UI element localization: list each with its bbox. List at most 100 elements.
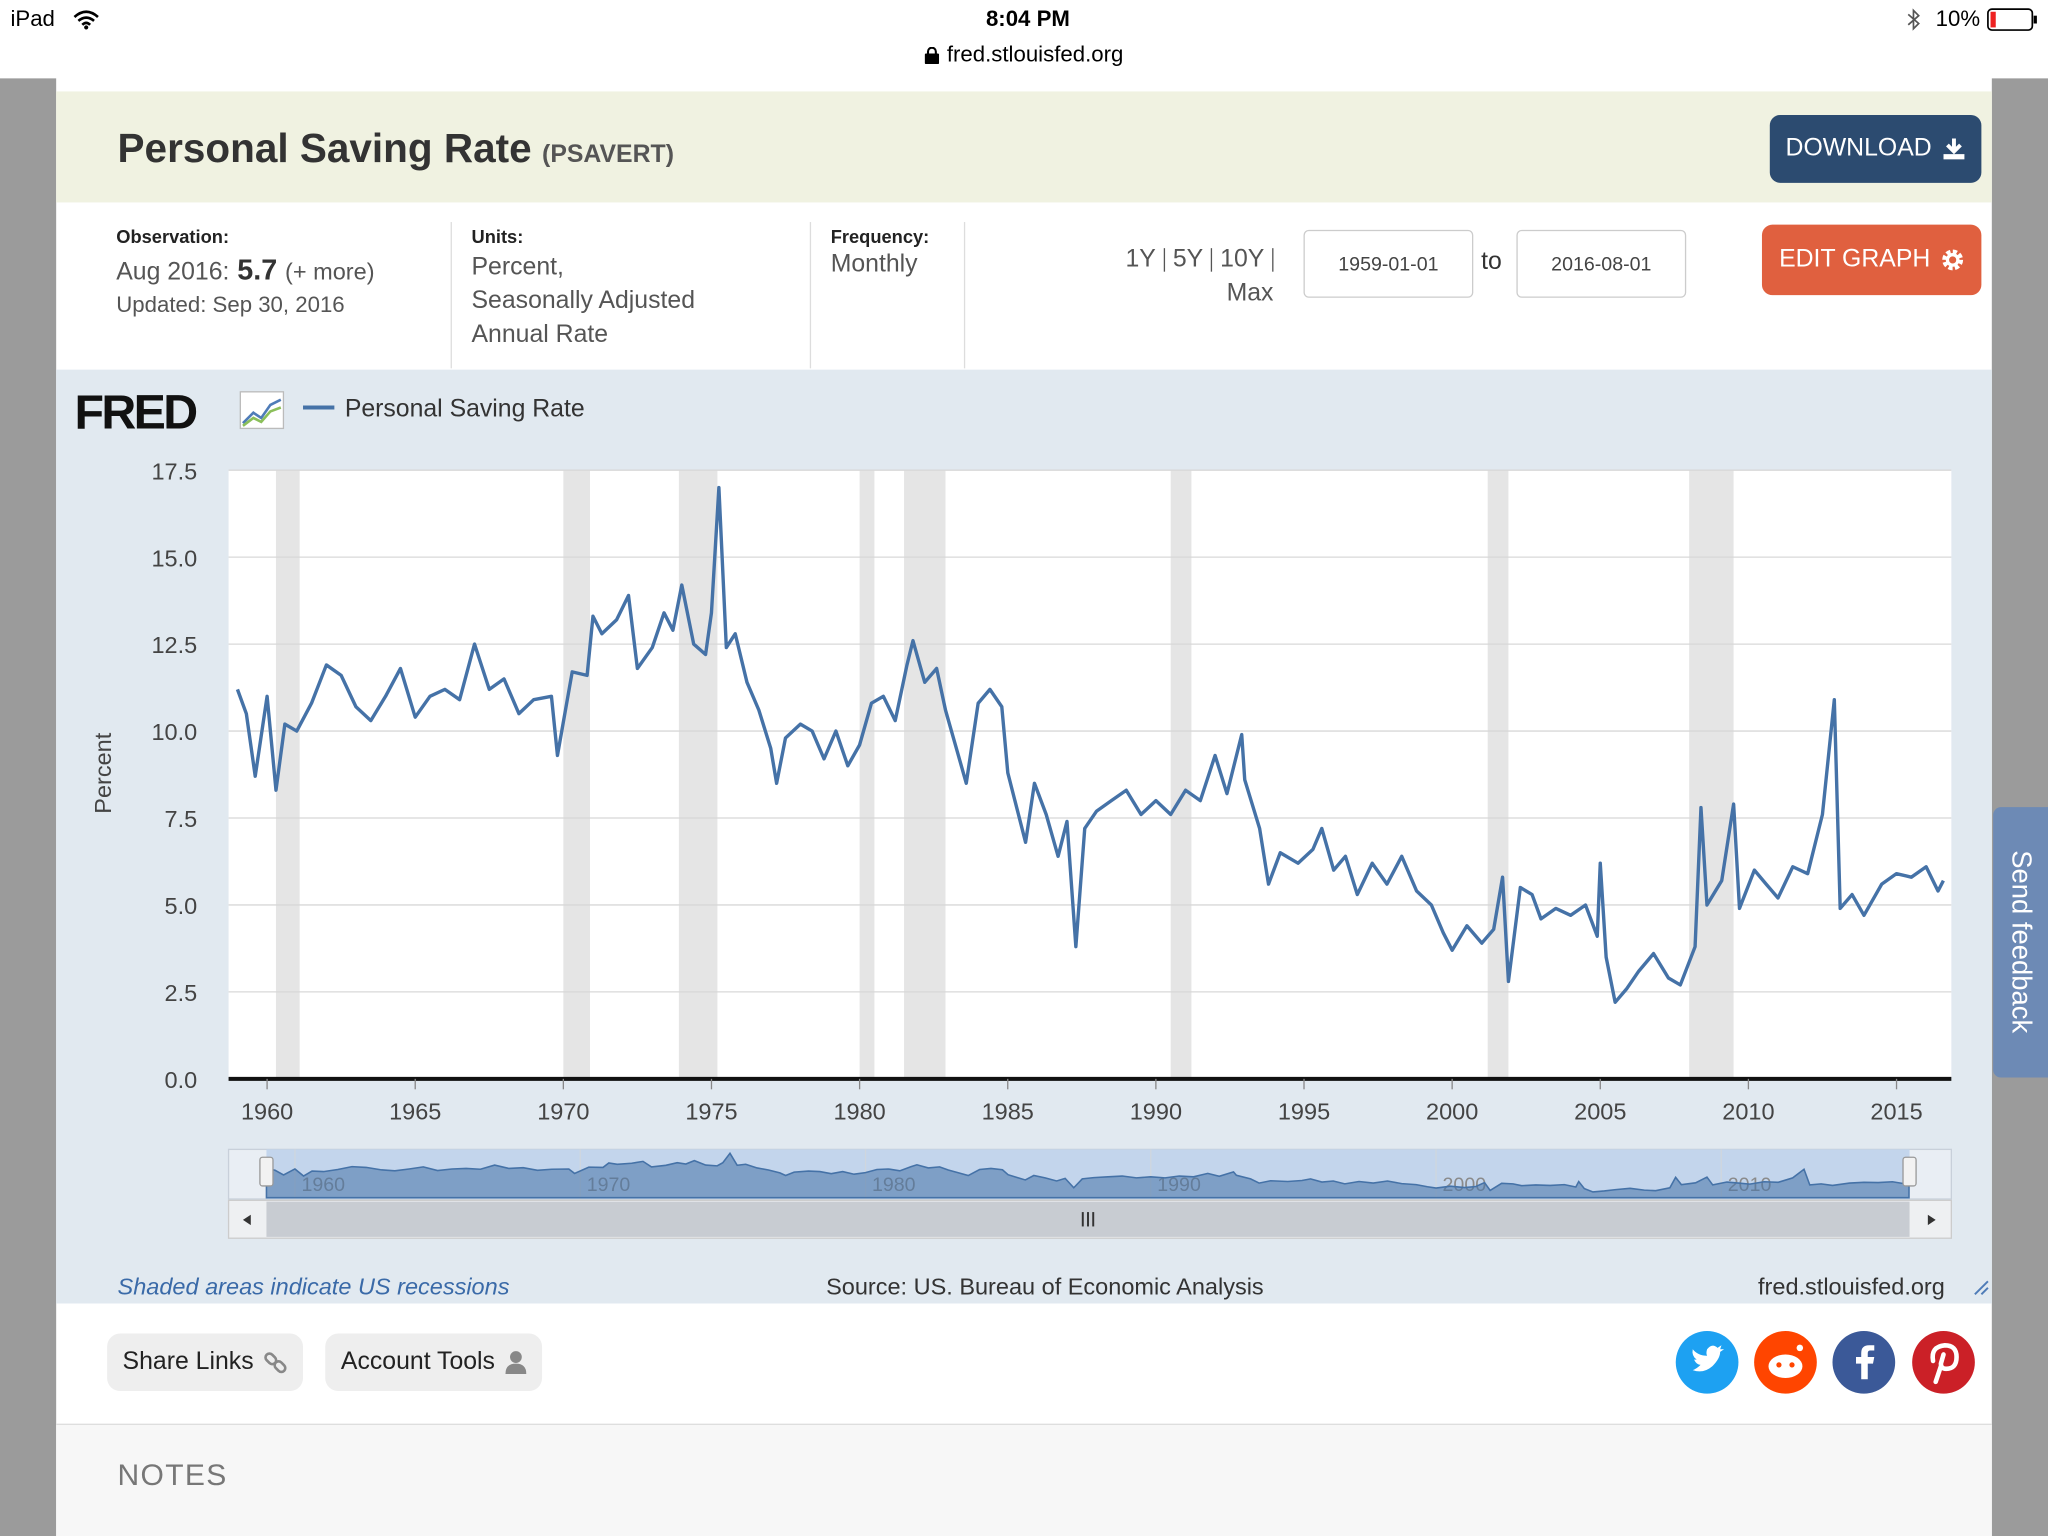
pinterest-icon xyxy=(1930,1343,1959,1385)
range-button[interactable]: 10Y xyxy=(1212,247,1274,272)
facebook-icon xyxy=(1855,1345,1875,1380)
range-selector: 1Y 5Y 10Y Max xyxy=(1064,243,1274,311)
recession-band xyxy=(1689,470,1734,1079)
battery-percent: 10% xyxy=(1935,6,1981,32)
x-tick-label: 1960 xyxy=(241,1098,293,1124)
y-tick-label: 15.0 xyxy=(151,545,197,571)
feedback-tab[interactable]: Send feedback xyxy=(1993,807,2048,1078)
x-tick-label: 1975 xyxy=(685,1098,737,1124)
x-tick-label: 1980 xyxy=(833,1098,885,1124)
title: Personal Saving Rate xyxy=(117,125,532,172)
units-label: Units: xyxy=(471,225,524,247)
recession-band xyxy=(904,470,946,1079)
user-icon xyxy=(505,1351,527,1375)
x-tick-label: 1995 xyxy=(1278,1098,1330,1124)
twitter-icon xyxy=(1692,1345,1725,1372)
x-tick-label: 1970 xyxy=(537,1098,589,1124)
recession-band xyxy=(275,470,300,1079)
plot-area xyxy=(228,470,1952,1079)
account-tools-label: Account Tools xyxy=(340,1347,495,1376)
reddit-antenna xyxy=(1796,1344,1804,1352)
wifi-icon xyxy=(73,10,99,30)
range-button[interactable]: Max xyxy=(1226,279,1274,307)
y-tick-label: 12.5 xyxy=(151,632,197,658)
recession-band xyxy=(1487,470,1509,1079)
link-icon xyxy=(264,1352,287,1374)
navigator-handle[interactable] xyxy=(1902,1156,1917,1187)
recession-band xyxy=(678,470,718,1079)
y-tick-label: 2.5 xyxy=(165,980,198,1006)
reddit-eye xyxy=(1776,1362,1782,1368)
observation: Aug 2016: 5.7 (+ more) xyxy=(116,253,374,287)
reddit-icon xyxy=(1768,1354,1803,1378)
gutter-left xyxy=(0,78,57,1536)
observation-period: Aug 2016: xyxy=(116,258,230,287)
logo-icon-line xyxy=(242,406,282,427)
observation-more[interactable]: (+ more) xyxy=(285,258,375,285)
reddit-eye xyxy=(1789,1362,1795,1368)
series-line xyxy=(235,485,1945,1005)
download-button[interactable]: DOWNLOAD xyxy=(1769,114,1982,183)
gear-icon xyxy=(1942,249,1963,271)
recession-band xyxy=(859,470,875,1079)
url-bar[interactable]: fred.stlouisfed.org xyxy=(828,42,1220,68)
resize-handle xyxy=(1974,1280,1989,1296)
time: 8:04 PM xyxy=(985,6,1070,32)
x-tick-label: 1985 xyxy=(982,1098,1034,1124)
range-button[interactable]: 5Y xyxy=(1165,247,1213,272)
scrollbar-arrow-right[interactable] xyxy=(1927,1214,1936,1226)
share-links-label: Share Links xyxy=(122,1347,254,1376)
x-tick-label: 2000 xyxy=(1426,1098,1478,1124)
date-to-label: to xyxy=(1481,248,1502,276)
y-tick-label: 7.5 xyxy=(165,806,198,832)
navigator-handle[interactable] xyxy=(259,1156,274,1187)
title-row: Personal Saving Rate (PSAVERT) xyxy=(118,125,674,172)
divider xyxy=(963,222,966,369)
share-links-button[interactable]: Share Links xyxy=(107,1333,304,1392)
device: iPad xyxy=(10,6,55,32)
account-tools-button[interactable]: Account Tools xyxy=(325,1333,543,1392)
download-icon xyxy=(1943,138,1965,160)
observation-label: Observation: xyxy=(116,225,230,247)
range-button[interactable]: 1Y xyxy=(1118,247,1165,272)
units: Percent, Seasonally Adjusted Annual Rate xyxy=(472,251,696,353)
date-to[interactable]: 2016-08-01 xyxy=(1516,229,1687,298)
header-band xyxy=(56,91,1992,203)
battery-icon xyxy=(1987,8,2037,31)
recession-note: Shaded areas indicate US recessions xyxy=(118,1273,510,1299)
date-from[interactable]: 1959-01-01 xyxy=(1303,229,1474,298)
y-tick-label: 17.5 xyxy=(151,458,197,484)
url: fred.stlouisfed.org xyxy=(946,41,1124,67)
recession-band xyxy=(1170,470,1192,1079)
updated: Updated: Sep 30, 2016 xyxy=(116,292,345,318)
download-label: DOWNLOAD xyxy=(1785,134,1932,162)
units-line: Seasonally Adjusted xyxy=(471,287,696,315)
y-tick-label: 5.0 xyxy=(165,893,198,919)
units-line: Percent, xyxy=(471,253,564,281)
edit-graph-button[interactable]: EDIT GRAPH xyxy=(1761,224,1982,296)
source: Source: US. Bureau of Economic Analysis xyxy=(826,1273,1264,1299)
scrollbar-arrow-left[interactable] xyxy=(242,1214,251,1226)
social-icons xyxy=(1675,1330,1975,1394)
edit-graph-label: EDIT GRAPH xyxy=(1779,245,1931,273)
observation-value: 5.7 xyxy=(237,253,278,287)
x-tick-label: 2015 xyxy=(1870,1098,1922,1124)
logo: FRED xyxy=(74,385,196,439)
x-tick-label: 2010 xyxy=(1722,1098,1774,1124)
x-tick-label: 1965 xyxy=(389,1098,441,1124)
frequency: Monthly xyxy=(830,250,918,279)
divider xyxy=(809,222,812,369)
units-line: Annual Rate xyxy=(471,321,609,349)
legend-label: Personal Saving Rate xyxy=(345,396,585,423)
bluetooth-icon xyxy=(1907,8,1920,31)
notes-band xyxy=(56,1423,1992,1536)
logo-icon xyxy=(239,391,285,430)
notes-title: NOTES xyxy=(117,1457,228,1492)
y-tick-label: 10.0 xyxy=(151,719,197,745)
lock-icon xyxy=(924,46,939,64)
logo-icon-line xyxy=(242,398,282,425)
divider xyxy=(450,222,452,369)
